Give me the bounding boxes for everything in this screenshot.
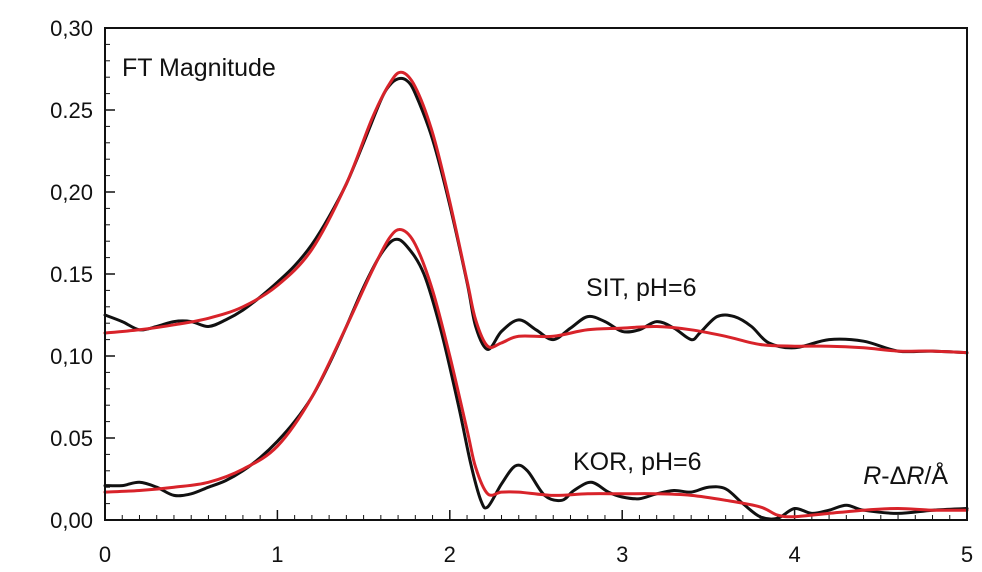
- y-tick-label: 0,10: [50, 344, 93, 369]
- kor-fit-line: [103, 227, 969, 519]
- tick-label-layer: 0,00 0.05 0,10 0.15 0,20 0.25 0,30 0 1 2 3 4 5: [50, 16, 973, 567]
- x-axis-label: R-ΔR/Å: [863, 460, 948, 490]
- series-label-sit: SIT, pH=6: [586, 274, 696, 302]
- x-tick-label: 1: [271, 542, 283, 567]
- x-tick-label: 2: [444, 542, 456, 567]
- y-tick-label: 0.15: [50, 262, 93, 287]
- y-tick-label: 0.25: [50, 98, 93, 123]
- plot-frame: [104, 27, 968, 521]
- series-label-kor: KOR, pH=6: [573, 448, 702, 476]
- y-tick-label: 0.05: [50, 426, 93, 451]
- y-tick-label: 0,00: [50, 508, 93, 533]
- x-tick-label: 4: [788, 542, 800, 567]
- y-tick-label: 0,30: [50, 16, 93, 41]
- x-tick-label: 3: [616, 542, 628, 567]
- y-axis-label: FT Magnitude: [122, 54, 276, 82]
- sit-experimental-line: [103, 76, 969, 355]
- x-tick-label: 0: [99, 542, 111, 567]
- sit-fit-line: [103, 70, 969, 355]
- x-tick-label: 5: [961, 542, 973, 567]
- y-tick-label: 0,20: [50, 180, 93, 205]
